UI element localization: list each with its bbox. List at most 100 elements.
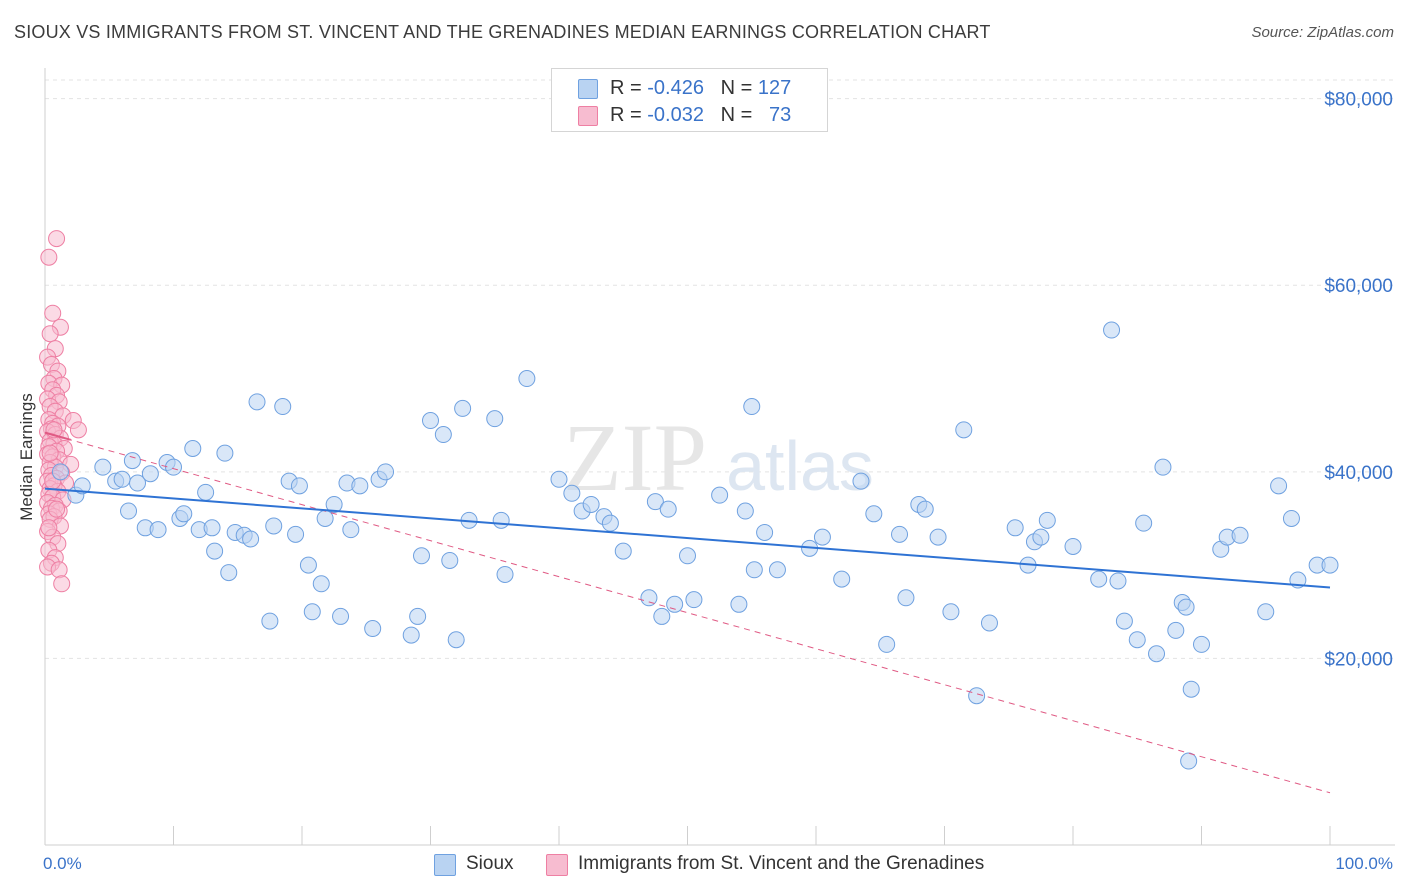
- legend-n-value: 127: [757, 77, 792, 99]
- svg-point: [44, 304, 62, 322]
- stats-legend: R = -0.426 N = 127 R = -0.032 N = 73: [551, 68, 828, 132]
- svg-point: [48, 500, 66, 518]
- trend-lines: [44, 431, 1331, 794]
- bottom-legend-label-svg: Immigrants from St. Vincent and the Gren…: [578, 853, 985, 874]
- sioux-point: [1115, 612, 1133, 630]
- sioux-point: [184, 440, 202, 458]
- sioux-point: [1180, 752, 1198, 770]
- sioux-point: [242, 530, 260, 548]
- sioux-point: [1103, 321, 1121, 339]
- sioux-point: [601, 514, 619, 532]
- sioux-point: [897, 589, 915, 607]
- sioux-point: [891, 525, 909, 543]
- sioux-point: [1182, 680, 1200, 698]
- sioux-point: [364, 620, 382, 638]
- sioux-point: [216, 444, 234, 462]
- sioux-point: [287, 525, 305, 543]
- sioux-point: [1064, 537, 1082, 555]
- sioux-point: [1128, 631, 1146, 649]
- sioux-point: [1167, 621, 1185, 639]
- y-axis-label: Median Earnings: [17, 393, 36, 521]
- x-tick-label: 0.0%: [43, 854, 82, 873]
- sioux-point: [220, 564, 238, 582]
- sioux-point: [325, 495, 343, 513]
- sioux-point: [685, 591, 703, 609]
- svg-point: [40, 248, 58, 266]
- sioux-point: [666, 595, 684, 613]
- sioux-point: [265, 517, 283, 535]
- sioux-point: [813, 528, 831, 546]
- sioux-point: [1270, 477, 1288, 495]
- sioux-point: [496, 565, 514, 583]
- sioux-point: [129, 474, 147, 492]
- sioux-point: [730, 595, 748, 613]
- sioux-point: [745, 561, 763, 579]
- sioux-point: [316, 509, 334, 527]
- sioux-point: [413, 547, 431, 565]
- sioux-point: [968, 687, 986, 705]
- sioux-point: [942, 603, 960, 621]
- sioux-point: [113, 470, 131, 488]
- bottom-legend-swatch-sioux: [434, 854, 456, 876]
- sioux-point: [141, 465, 159, 483]
- sioux-point: [1090, 570, 1108, 588]
- y-tick-label: $20,000: [1324, 649, 1393, 670]
- legend-swatch-svg: [578, 106, 598, 126]
- sioux-point: [1193, 635, 1210, 653]
- sioux-point: [402, 626, 420, 644]
- sioux-point: [120, 502, 138, 520]
- sioux-point: [51, 463, 69, 481]
- tick-labels: $20,000 $40,000 $60,000 $80,000 0.0% 100.0%: [43, 90, 1393, 873]
- sioux-point: [492, 511, 510, 529]
- sioux-point: [165, 458, 182, 476]
- sioux-point: [175, 505, 193, 523]
- legend-n-label: N =: [720, 104, 758, 126]
- legend-r-label: R =: [610, 77, 648, 99]
- sioux-point: [653, 607, 671, 625]
- axes: [44, 68, 1395, 846]
- svg-point: [69, 421, 87, 439]
- svg-point: [41, 325, 59, 343]
- sioux-point: [149, 521, 167, 539]
- legend-n-label: N =: [720, 77, 758, 99]
- svg-trend-line: [44, 432, 1331, 794]
- sioux-point: [878, 635, 896, 653]
- sioux-point: [852, 472, 870, 490]
- sioux-point: [486, 410, 504, 428]
- sioux-point: [646, 493, 664, 511]
- watermark-atlas: atlas: [726, 427, 874, 505]
- sioux-point: [711, 486, 729, 504]
- sioux-point: [377, 463, 395, 481]
- sioux-point: [299, 556, 317, 574]
- sioux-point: [563, 484, 581, 502]
- sioux-point: [73, 477, 91, 495]
- svg-trend-line-solid: [44, 431, 71, 441]
- sioux-point: [833, 570, 851, 588]
- legend-r-value: -0.032: [647, 104, 704, 126]
- sioux-point: [1177, 598, 1195, 616]
- sioux-point: [274, 398, 292, 416]
- sioux-point: [248, 393, 266, 411]
- sioux-point: [303, 603, 321, 621]
- sioux-point: [203, 519, 221, 537]
- svg-point: [40, 519, 58, 537]
- sioux-point: [441, 551, 459, 569]
- bottom-legend-swatch-svg: [546, 854, 568, 876]
- watermark: ZIP atlas: [563, 404, 874, 511]
- sioux-point: [743, 398, 761, 416]
- sioux-point: [1135, 514, 1153, 532]
- sioux-point: [518, 370, 536, 388]
- sioux-point: [768, 561, 786, 579]
- watermark-zip: ZIP: [563, 404, 707, 511]
- legend-r-label: R =: [610, 104, 648, 126]
- sioux-point: [94, 458, 112, 476]
- sioux-point: [261, 612, 279, 630]
- sioux-point: [1154, 458, 1172, 476]
- legend-swatch-sioux: [578, 79, 598, 99]
- sioux-point: [1321, 556, 1339, 574]
- sioux-point: [614, 542, 632, 560]
- sioux-point: [980, 614, 998, 632]
- svg-point: [48, 230, 66, 248]
- y-tick-label: $80,000: [1324, 90, 1393, 111]
- sioux-point: [756, 523, 774, 541]
